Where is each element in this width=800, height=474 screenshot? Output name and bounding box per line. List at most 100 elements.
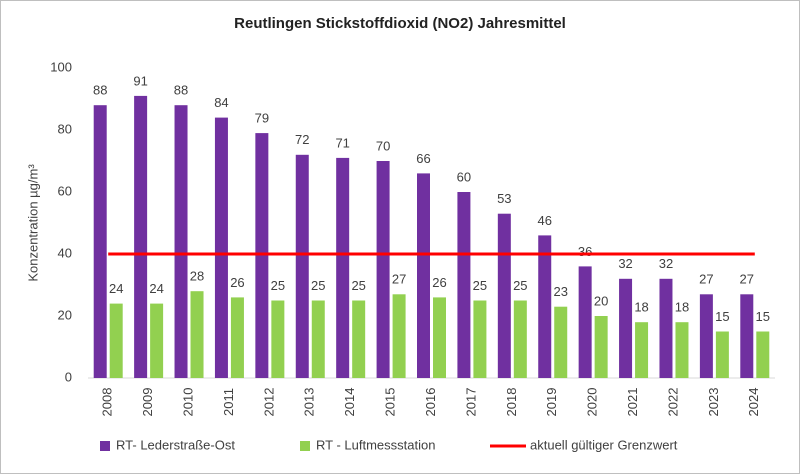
bar — [352, 300, 366, 378]
data-label: 88 — [93, 83, 107, 98]
x-tick-label: 2021 — [625, 388, 640, 417]
bar — [230, 297, 244, 378]
bar — [417, 173, 430, 378]
bar — [578, 266, 592, 378]
bar — [619, 278, 633, 378]
bar — [513, 300, 527, 378]
bar — [336, 157, 350, 378]
y-tick-label: 100 — [50, 59, 72, 74]
x-tick-label: 2009 — [140, 388, 155, 417]
bar — [675, 322, 689, 378]
data-label: 25 — [311, 278, 325, 293]
bar — [255, 133, 269, 378]
bar — [473, 300, 487, 378]
x-tick-label: 2016 — [423, 388, 438, 417]
data-label: 84 — [214, 95, 228, 110]
bar — [433, 297, 446, 378]
bar — [376, 161, 390, 378]
x-tick-label: 2018 — [504, 388, 519, 417]
bar — [659, 278, 673, 378]
x-tick-label: 2012 — [261, 388, 276, 417]
bar — [594, 316, 608, 378]
bar — [93, 105, 107, 378]
bar — [109, 303, 123, 378]
data-label: 25 — [513, 278, 527, 293]
legend-label: RT - Luftmessstation — [316, 437, 435, 452]
data-label: 24 — [109, 281, 123, 296]
data-label: 28 — [190, 269, 204, 284]
data-label: 53 — [497, 191, 511, 206]
data-label: 72 — [295, 132, 309, 147]
y-tick-label: 40 — [58, 245, 72, 260]
data-label: 18 — [634, 300, 648, 315]
bar — [271, 300, 285, 378]
y-axis-label: Konzentration µg/m³ — [25, 164, 40, 282]
y-tick-label: 20 — [58, 307, 72, 322]
bar — [190, 291, 204, 378]
bar — [134, 95, 148, 379]
data-label: 88 — [174, 83, 188, 98]
data-label: 27 — [392, 272, 406, 287]
x-tick-label: 2011 — [221, 388, 236, 416]
x-tick-label: 2008 — [100, 388, 115, 417]
bar — [554, 306, 568, 378]
data-label: 15 — [756, 309, 770, 324]
data-label: 15 — [715, 309, 729, 324]
y-tick-label: 0 — [65, 369, 72, 384]
bar — [635, 322, 649, 378]
data-label: 25 — [351, 278, 365, 293]
legend-swatch — [300, 441, 310, 451]
data-label: 66 — [416, 151, 430, 166]
data-label: 26 — [230, 275, 244, 290]
bar — [497, 213, 511, 378]
data-label: 70 — [376, 138, 390, 153]
data-label: 91 — [133, 73, 147, 88]
data-label: 71 — [335, 135, 349, 150]
data-label: 36 — [578, 244, 592, 259]
data-label: 25 — [473, 278, 487, 293]
data-label: 46 — [538, 213, 552, 228]
x-tick-label: 2015 — [383, 388, 398, 417]
x-tick-label: 2022 — [665, 388, 680, 417]
data-label: 32 — [659, 256, 673, 271]
x-tick-label: 2013 — [302, 388, 317, 417]
bar — [295, 154, 309, 378]
data-label: 32 — [618, 256, 632, 271]
legend-swatch — [100, 441, 110, 451]
data-label: 79 — [255, 111, 269, 126]
data-label: 27 — [740, 272, 754, 287]
x-tick-label: 2020 — [585, 388, 600, 417]
bar — [538, 235, 552, 378]
data-label: 20 — [594, 293, 608, 308]
x-tick-label: 2010 — [180, 388, 195, 417]
bar — [214, 117, 228, 378]
y-tick-label: 60 — [58, 183, 72, 198]
legend-label: RT- Lederstraße-Ost — [116, 437, 235, 452]
data-label: 27 — [699, 272, 713, 287]
data-label: 23 — [554, 284, 568, 299]
chart-title: Reutlingen Stickstoffdioxid (NO2) Jahres… — [234, 15, 566, 32]
x-tick-label: 2024 — [746, 388, 761, 417]
bar — [311, 300, 325, 378]
bar — [740, 294, 754, 378]
legend-label: aktuell gültiger Grenzwert — [530, 437, 678, 452]
data-label: 60 — [457, 169, 471, 184]
x-tick-label: 2019 — [544, 388, 559, 417]
data-label: 26 — [432, 275, 446, 290]
bar — [392, 294, 406, 378]
bar — [715, 331, 729, 378]
bar — [457, 192, 471, 378]
x-tick-label: 2023 — [706, 388, 721, 417]
bar — [699, 294, 713, 378]
bar — [150, 303, 164, 378]
bar — [756, 331, 770, 378]
data-label: 18 — [675, 300, 689, 315]
y-tick-label: 80 — [58, 121, 72, 136]
x-tick-label: 2014 — [342, 388, 357, 417]
data-label: 24 — [149, 281, 163, 296]
data-label: 25 — [271, 278, 285, 293]
bar — [174, 105, 188, 378]
x-tick-label: 2017 — [463, 388, 478, 417]
